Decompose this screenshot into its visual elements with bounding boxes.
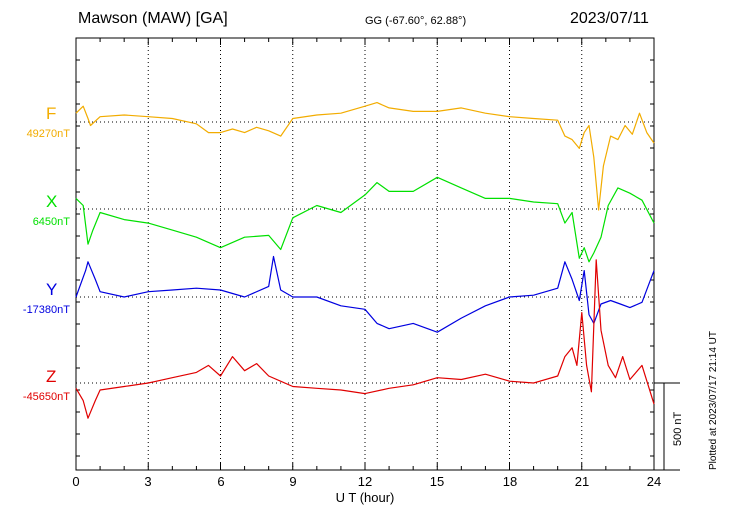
series-line-y [75, 255, 655, 333]
series-lines [75, 101, 655, 419]
x-tick-label: 3 [144, 474, 152, 489]
scale-bar [654, 382, 680, 471]
x-tick-label: 15 [429, 474, 445, 489]
coords-label: GG (-67.60°, 62.88°) [365, 15, 467, 27]
chart-grid [76, 38, 654, 470]
series-name-f: F [46, 104, 57, 123]
station-title: Mawson (MAW) [GA] [78, 10, 228, 27]
series-name-y: Y [46, 280, 58, 299]
series-line-x [75, 176, 655, 263]
baseline-label-y: -17380nT [22, 304, 70, 316]
x-tick-label: 12 [357, 474, 373, 489]
x-tick-label: 18 [502, 474, 518, 489]
series-name-x: X [46, 192, 58, 211]
x-tick-label: 0 [72, 474, 80, 489]
baseline-label-x: 6450nT [32, 216, 70, 228]
x-tick-label: 6 [217, 474, 225, 489]
series-line-z [75, 259, 655, 419]
x-tick-label: 9 [289, 474, 297, 489]
x-tick-label: 24 [646, 474, 662, 489]
x-axis-label: U T (hour) [335, 490, 395, 505]
tick-marks [75, 38, 655, 470]
plotted-note: Plotted at 2023/07/17 21:14 UT [708, 331, 719, 470]
baseline-label-z: -45650nT [22, 391, 70, 403]
date-label: 2023/07/11 [570, 10, 649, 27]
x-tick-label: 21 [574, 474, 590, 489]
baseline-label-f: 49270nT [26, 128, 70, 140]
series-line-f [75, 101, 655, 211]
series-name-z: Z [46, 367, 57, 386]
scale-bar-label: 500 nT [672, 411, 684, 446]
